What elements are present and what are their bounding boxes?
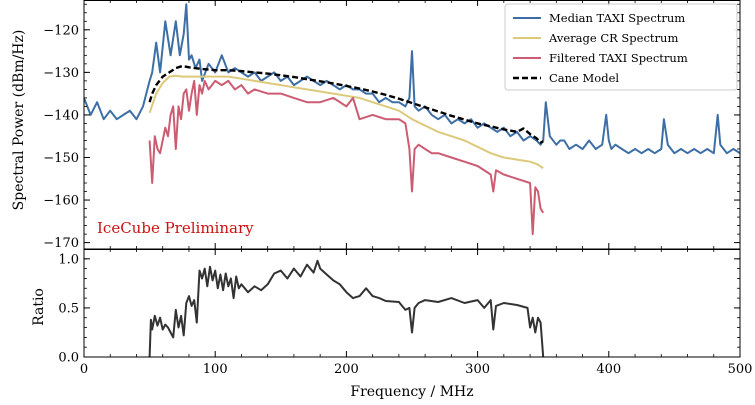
legend-label-median: Median TAXI Spectrum [549,11,685,25]
legend-label-filtered: Filtered TAXI Spectrum [549,51,688,65]
x-tick-label: 300 [465,362,490,377]
spectrum-y-tick-label: −150 [43,151,79,166]
spectrum-y-tick-label: −140 [43,108,79,123]
legend: Median TAXI Spectrum Average CR Spectrum F… [504,3,738,91]
spectrum-y-tick-label: −120 [43,23,79,38]
ratio-y-tick-label: 0.5 [58,301,79,316]
legend-box [504,3,738,91]
spectrum-y-tick-label: −160 [43,194,79,209]
x-tick-label: 500 [728,362,753,377]
ratio-series-line [148,259,545,357]
ratio-y-axis-label: Ratio [31,288,47,326]
x-axis-label: Frequency / MHz [350,384,473,400]
legend-label-cane: Cane Model [549,71,619,85]
spectrum-y-tick-label: −130 [43,66,79,81]
x-tick-label: 400 [596,362,621,377]
spectrum-y-axis-label: Spectral Power (dBm/Hz) [11,30,27,211]
x-tick-label: 200 [334,362,359,377]
average-cr-series-line [148,74,544,169]
median-series-line [84,3,740,155]
spectrum-panel: −170 −160 −150 −140 −130 −120 [43,0,741,251]
ratio-y-tick-label: 0.0 [58,351,79,366]
legend-label-average-cr: Average CR Spectrum [548,31,678,45]
ratio-y-tick-label: 1.0 [58,252,79,267]
x-tick-label: 100 [203,362,228,377]
cane-series-line [148,64,544,144]
ratio-axes-frame [83,249,741,358]
ratio-panel: 0.0 0.5 1.0 0 100 200 300 400 500 [58,248,753,377]
x-tick-label: 0 [80,362,88,377]
icecube-preliminary-annotation: IceCube Preliminary [97,219,254,237]
spectrum-y-tick-label: −170 [43,236,79,251]
filtered-series-line [148,79,545,236]
